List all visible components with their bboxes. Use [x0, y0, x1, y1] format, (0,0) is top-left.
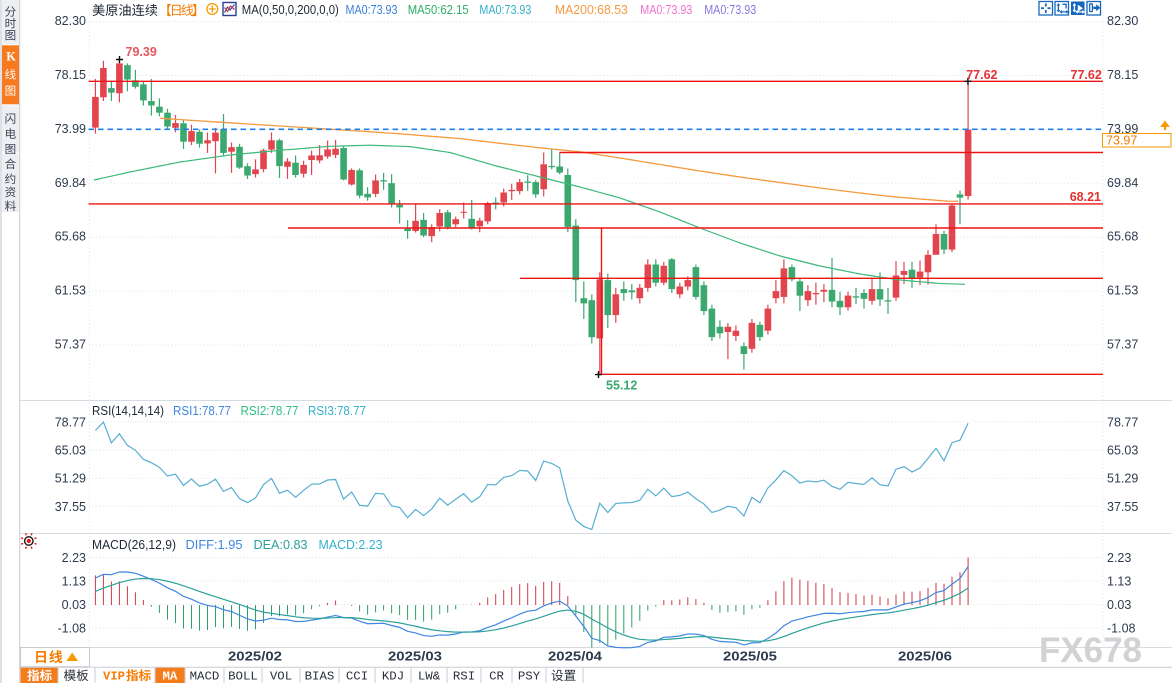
svg-text:51.29: 51.29 [55, 472, 86, 486]
svg-text:37.55: 37.55 [55, 500, 86, 514]
svg-text:61.53: 61.53 [1107, 284, 1138, 298]
svg-text:2.23: 2.23 [1107, 551, 1131, 565]
svg-text:78.77: 78.77 [1107, 415, 1138, 429]
svg-text:RSI: RSI [453, 670, 475, 683]
svg-text:MACD:2.23: MACD:2.23 [319, 537, 383, 552]
svg-text:RSI(14,14,14): RSI(14,14,14) [92, 403, 164, 418]
svg-text:77.62: 77.62 [966, 68, 997, 82]
svg-text:DIFF:1.95: DIFF:1.95 [186, 537, 243, 552]
svg-text:RSI3:78.77: RSI3:78.77 [308, 403, 366, 418]
svg-text:-1.08: -1.08 [58, 622, 87, 636]
svg-text:MA: MA [163, 670, 178, 683]
svg-text:K: K [6, 50, 16, 64]
svg-text:2025/03: 2025/03 [388, 649, 442, 664]
svg-text:-1.08: -1.08 [1107, 622, 1136, 636]
svg-text:82.30: 82.30 [1107, 14, 1138, 28]
svg-text:MA0:73.93: MA0:73.93 [346, 2, 398, 17]
svg-text:57.37: 57.37 [55, 338, 86, 352]
svg-text:LW&: LW& [418, 670, 441, 683]
svg-text:69.84: 69.84 [1107, 176, 1138, 190]
svg-text:0.03: 0.03 [1107, 598, 1131, 612]
svg-text:73.99: 73.99 [55, 122, 86, 136]
svg-text:73.99: 73.99 [1107, 122, 1138, 136]
svg-text:82.30: 82.30 [55, 14, 86, 28]
svg-text:78.15: 78.15 [55, 68, 86, 82]
svg-text:69.84: 69.84 [55, 176, 86, 190]
svg-text:VIP: VIP [103, 670, 125, 683]
svg-text:2.23: 2.23 [62, 551, 86, 565]
svg-text:0.03: 0.03 [62, 598, 86, 612]
svg-text:MA0:73.93: MA0:73.93 [640, 2, 692, 17]
svg-text:BOLL: BOLL [228, 670, 258, 683]
svg-text:51.29: 51.29 [1107, 472, 1138, 486]
svg-text:78.77: 78.77 [55, 415, 86, 429]
svg-text:2025/06: 2025/06 [898, 649, 952, 664]
svg-text:2025/04: 2025/04 [548, 649, 603, 664]
svg-text:CR: CR [489, 670, 504, 683]
svg-text:79.39: 79.39 [126, 45, 157, 59]
svg-text:RSI2:78.77: RSI2:78.77 [241, 403, 299, 418]
svg-text:55.12: 55.12 [606, 379, 637, 393]
svg-text:MACD: MACD [190, 670, 220, 683]
svg-text:65.03: 65.03 [55, 444, 86, 458]
svg-text:57.37: 57.37 [1107, 338, 1138, 352]
svg-text:CCI: CCI [346, 670, 368, 683]
svg-text:DEA:0.83: DEA:0.83 [254, 537, 308, 552]
svg-text:2025/02: 2025/02 [228, 649, 282, 664]
svg-text:77.62: 77.62 [1071, 68, 1102, 82]
svg-text:PSY: PSY [518, 670, 541, 683]
svg-text:37.55: 37.55 [1107, 500, 1138, 514]
svg-text:68.21: 68.21 [1070, 190, 1101, 204]
svg-text:MA0:73.93: MA0:73.93 [704, 2, 756, 17]
svg-text:MA0:73.93: MA0:73.93 [479, 2, 531, 17]
svg-text:61.53: 61.53 [55, 284, 86, 298]
svg-text:MA200:68.53: MA200:68.53 [555, 2, 628, 17]
svg-text:KDJ: KDJ [382, 670, 404, 683]
svg-text:FX678: FX678 [1039, 631, 1142, 670]
svg-text:VOL: VOL [270, 670, 292, 683]
svg-text:MACD(26,12,9): MACD(26,12,9) [92, 537, 176, 552]
svg-text:MA50:62.15: MA50:62.15 [408, 2, 469, 17]
svg-text:65.03: 65.03 [1107, 444, 1138, 458]
svg-text:BIAS: BIAS [305, 670, 335, 683]
svg-text:65.68: 65.68 [1107, 230, 1138, 244]
svg-text:65.68: 65.68 [55, 230, 86, 244]
svg-text:78.15: 78.15 [1107, 68, 1138, 82]
svg-text:1.13: 1.13 [1107, 575, 1131, 589]
svg-text:1.13: 1.13 [62, 575, 86, 589]
svg-text:RSI1:78.77: RSI1:78.77 [173, 403, 231, 418]
svg-text:MA(0,50,0,200,0,0): MA(0,50,0,200,0,0) [242, 2, 339, 17]
svg-text:73.97: 73.97 [1106, 134, 1137, 148]
svg-text:2025/05: 2025/05 [723, 649, 777, 664]
